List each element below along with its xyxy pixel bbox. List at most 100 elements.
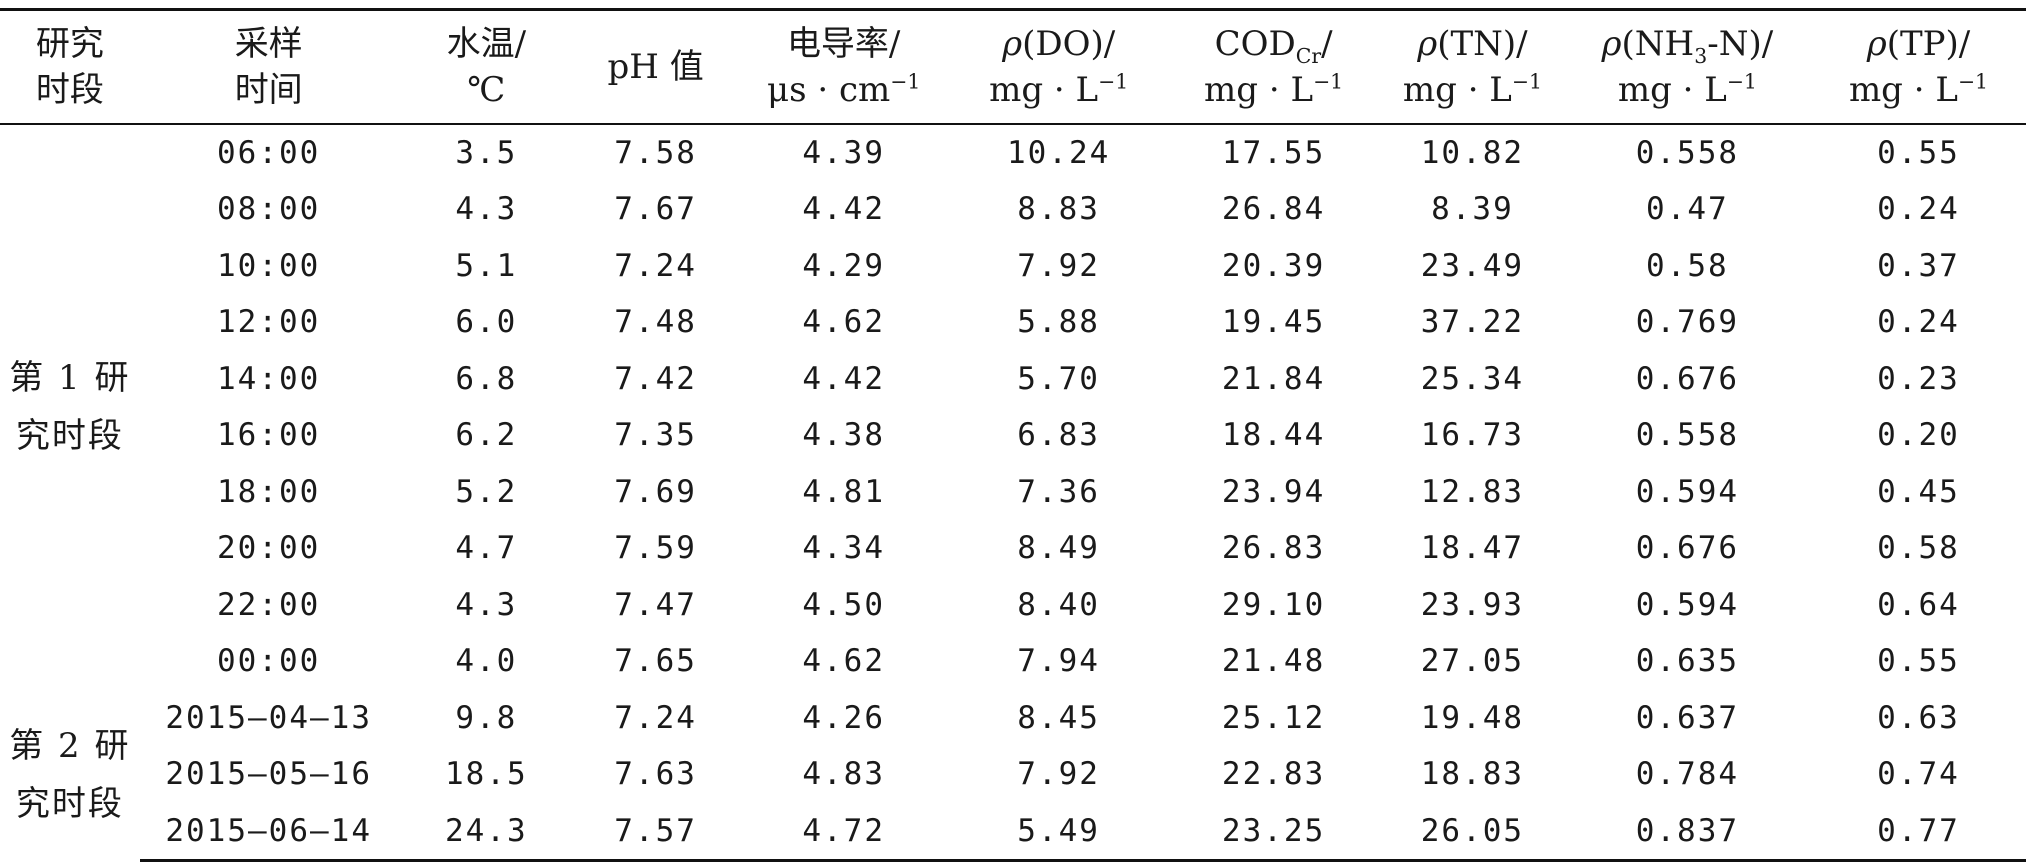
header-do-line1: (DO)/ [1022, 23, 1116, 64]
cell-water-temp: 4.7 [455, 530, 518, 567]
header-nh3n-unit-exp: −1 [1726, 69, 1757, 94]
cell-ph: 7.67 [614, 191, 697, 228]
table-row: 12:00 6.0 7.48 4.62 5.88 19.45 37.22 0.769 0.24 [0, 294, 2026, 351]
cell-tp: 0.55 [1877, 134, 1960, 171]
header-water-temp: 水温/ ℃ [397, 8, 575, 125]
cell-sampling-time: 20:00 [217, 530, 321, 567]
cell-conductivity: 4.42 [802, 191, 885, 228]
cell-nh3n: 0.676 [1635, 530, 1740, 567]
header-row: 研究 时段 采样 时间 水温/ ℃ pH 值 电导率/ μs · cm−1 ρ(… [0, 8, 2026, 125]
cell-ph: 7.69 [614, 473, 697, 510]
cell-cod: 19.45 [1221, 304, 1326, 341]
header-nh3n: ρ(NH3-N)/ mg · L−1 [1563, 8, 1811, 125]
table-row: 18:00 5.2 7.69 4.81 7.36 23.94 12.83 0.594 0.45 [0, 464, 2026, 521]
table-row: 10:00 5.1 7.24 4.29 7.92 20.39 23.49 0.58 0.37 [0, 238, 2026, 295]
cell-tp: 0.45 [1877, 473, 1960, 510]
cell-conductivity: 4.62 [802, 643, 885, 680]
header-cod-suffix: / [1321, 23, 1333, 64]
cell-do: 7.92 [1017, 756, 1100, 793]
cell-ph: 7.24 [614, 699, 697, 736]
cell-tp: 0.23 [1877, 360, 1960, 397]
cell-tn: 8.39 [1431, 191, 1514, 228]
cell-ph: 7.47 [614, 586, 697, 623]
cell-conductivity: 4.81 [802, 473, 885, 510]
cell-nh3n: 0.637 [1635, 699, 1740, 736]
cell-cod: 18.44 [1221, 417, 1326, 454]
cell-nh3n: 0.635 [1635, 643, 1740, 680]
period-label-line2: 究时段 [15, 416, 124, 456]
cell-do: 8.83 [1017, 191, 1100, 228]
header-sampling-time: 采样 时间 [139, 8, 398, 125]
cell-tp: 0.55 [1877, 643, 1960, 680]
cell-tn: 16.73 [1420, 417, 1525, 454]
cell-nh3n: 0.769 [1635, 304, 1740, 341]
cell-water-temp: 4.3 [455, 191, 518, 228]
cell-water-temp: 18.5 [444, 756, 528, 793]
cell-water-temp: 4.3 [455, 586, 518, 623]
cell-cod: 22.83 [1221, 756, 1326, 793]
table-row: 第 2 研究时段 2015—04—13 9.8 7.24 4.26 8.45 25.12 19… [0, 690, 2026, 824]
cell-nh3n: 0.58 [1646, 247, 1729, 284]
table-row: 16:00 6.2 7.35 4.38 6.83 18.44 16.73 0.558 0.20 [0, 407, 2026, 464]
cell-cod: 20.39 [1221, 247, 1326, 284]
cell-water-temp: 24.3 [397, 802, 575, 862]
period-cell: 第 1 研究时段 [0, 124, 140, 690]
header-water-temp-line2: ℃ [467, 69, 506, 110]
header-tp: ρ(TP)/ mg · L−1 [1810, 8, 2026, 125]
cell-tp: 0.64 [1877, 586, 1960, 623]
header-tp-rho: ρ [1866, 23, 1887, 64]
cell-tn: 26.05 [1381, 802, 1564, 862]
cell-sampling-time: 22:00 [217, 586, 321, 623]
header-do-unit: mg · L [989, 69, 1099, 110]
cell-conductivity: 4.72 [736, 802, 952, 862]
cell-water-temp: 5.2 [455, 473, 518, 510]
cell-tp: 0.77 [1810, 802, 2026, 862]
cell-cod: 29.10 [1221, 586, 1326, 623]
cell-conductivity: 4.83 [802, 756, 885, 793]
header-conductivity-line1: 电导率/ [786, 23, 901, 64]
table-body: 第 1 研究时段 06:00 3.5 7.58 4.39 10.24 17.55 10.82 0… [0, 124, 2026, 862]
cell-nh3n: 0.837 [1563, 802, 1811, 862]
cell-sampling-time: 2015—05—16 [165, 756, 372, 793]
header-period-line2: 时段 [35, 69, 104, 110]
header-tn-unit-exp: −1 [1511, 69, 1542, 94]
cell-water-temp: 5.1 [455, 247, 518, 284]
cell-conductivity: 4.42 [802, 360, 885, 397]
header-do-rho: ρ [1002, 23, 1023, 64]
cell-sampling-time: 12:00 [217, 304, 321, 341]
cell-cod: 26.84 [1221, 191, 1326, 228]
cell-do: 5.49 [951, 802, 1167, 862]
cell-tn: 27.05 [1420, 643, 1525, 680]
cell-tn: 25.34 [1420, 360, 1525, 397]
cell-cod: 21.48 [1221, 643, 1326, 680]
cell-sampling-time: 06:00 [217, 134, 321, 171]
cell-ph: 7.57 [574, 802, 737, 862]
cell-tp: 0.37 [1877, 247, 1960, 284]
header-nh3n-rho: ρ [1601, 23, 1622, 64]
cell-tp: 0.24 [1877, 191, 1960, 228]
cell-conductivity: 4.29 [802, 247, 885, 284]
cell-nh3n: 0.558 [1635, 134, 1740, 171]
cell-do: 8.40 [1017, 586, 1100, 623]
cell-conductivity: 4.62 [802, 304, 885, 341]
cell-ph: 7.59 [614, 530, 697, 567]
cell-nh3n: 0.594 [1635, 473, 1740, 510]
header-nh3n-sub: 3 [1694, 43, 1708, 68]
cell-do: 7.36 [1017, 473, 1100, 510]
table-row: 14:00 6.8 7.42 4.42 5.70 21.84 25.34 0.676 0.23 [0, 351, 2026, 408]
cell-do: 7.92 [1017, 247, 1100, 284]
header-cod-unit-exp: −1 [1313, 69, 1344, 94]
cell-sampling-time: 2015—06—14 [139, 802, 398, 862]
cell-water-temp: 6.0 [455, 304, 518, 341]
period-cell: 第 2 研究时段 [0, 690, 140, 861]
header-tp-unit-exp: −1 [1957, 69, 1989, 94]
cell-tn: 23.49 [1420, 247, 1525, 284]
header-cod-sub: Cr [1295, 43, 1322, 68]
header-tp-line1: (TP)/ [1886, 23, 1971, 64]
cell-tn: 37.22 [1420, 304, 1525, 341]
cell-ph: 7.63 [614, 756, 697, 793]
header-conductivity-unit: μs · cm [767, 69, 891, 110]
cell-do: 8.49 [1017, 530, 1100, 567]
cell-sampling-time: 2015—04—13 [165, 699, 372, 736]
cell-nh3n: 0.558 [1635, 417, 1740, 454]
